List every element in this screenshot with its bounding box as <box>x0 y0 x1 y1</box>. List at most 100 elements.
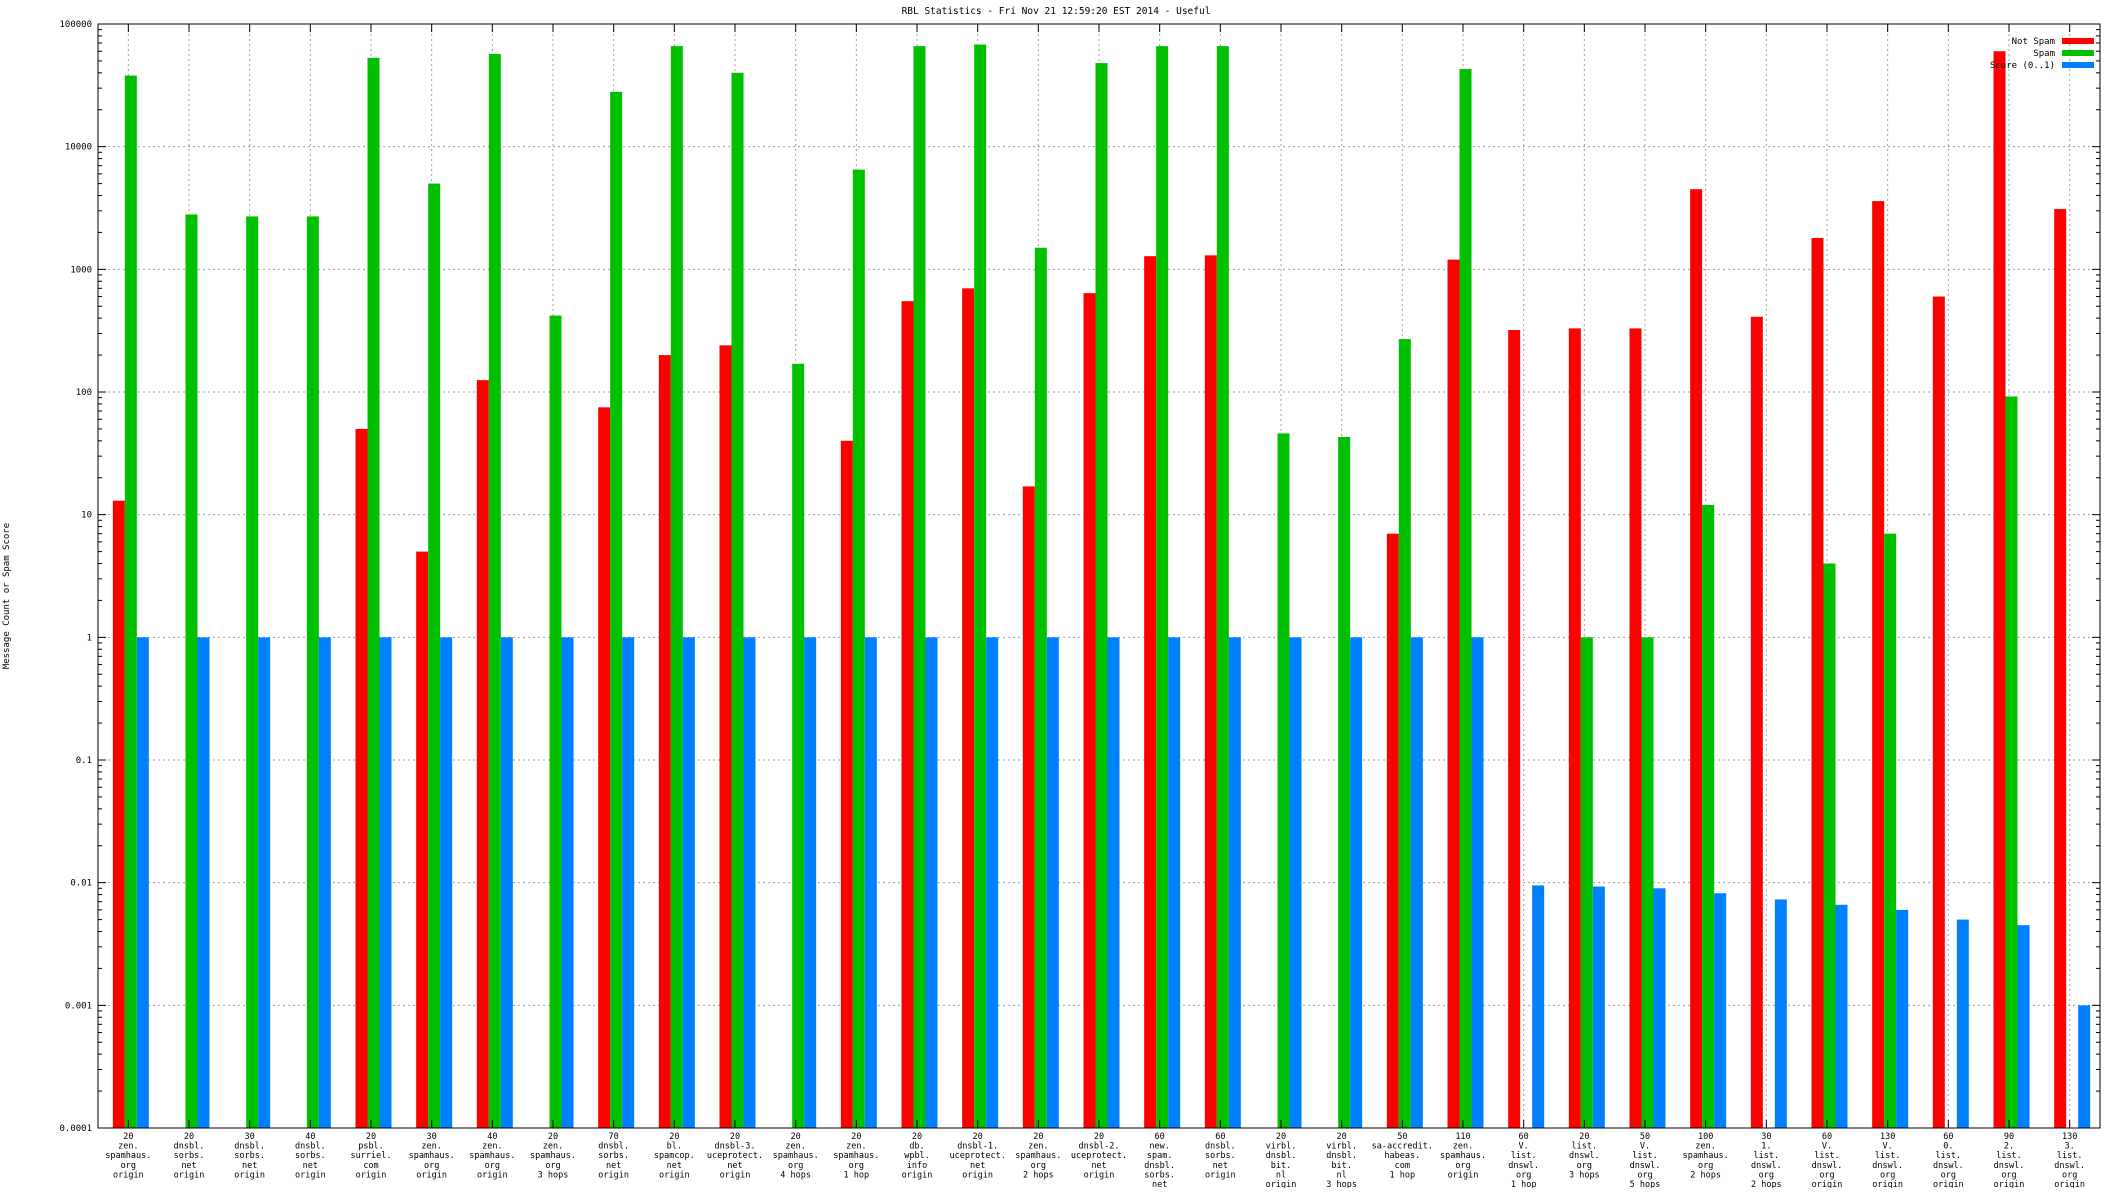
y-tick-label: 0.0001 <box>59 1124 92 1134</box>
bar-spam <box>306 216 319 1128</box>
bar-spam <box>1459 68 1472 1129</box>
x-category-label-line: dnswl. <box>1630 1161 1661 1171</box>
x-category-label: 20 zen. spamhaus. org 4 hops <box>773 1132 819 1180</box>
x-category-label: 20 list. dnswl. org 3 hops <box>1569 1132 1600 1180</box>
bar-not-spam <box>1690 189 1703 1128</box>
x-category-label-line: spamhaus. <box>1440 1151 1486 1161</box>
x-category-label: 30 dnsbl. sorbs. net origin <box>234 1132 265 1180</box>
x-category-label-line: org <box>485 1161 500 1171</box>
x-category-label-line: 1. <box>1761 1142 1771 1152</box>
x-category-label-line: 60 <box>1215 1132 1225 1142</box>
bar-score-0-1 <box>136 637 149 1128</box>
legend-label: Spam <box>2033 49 2055 59</box>
x-category-label-line: bit. <box>1331 1161 1351 1171</box>
bar-spam <box>1216 46 1229 1128</box>
bar-score-0-1 <box>2078 1005 2091 1128</box>
x-category-label-line: origin <box>902 1170 933 1180</box>
x-category-label-line: 0. <box>1943 1142 1953 1152</box>
x-category-label-line: origin <box>477 1170 508 1180</box>
x-category-label-line: 20 <box>973 1132 983 1142</box>
x-category-label-line: net <box>1091 1161 1106 1171</box>
x-category-label-line: zen. <box>482 1142 502 1152</box>
x-category-label-line: 20 <box>791 1132 801 1142</box>
x-category-label-line: V. <box>1883 1142 1893 1152</box>
bar-score-0-1 <box>1896 909 1909 1128</box>
bar-spam <box>1156 46 1169 1128</box>
x-category-label-line: org <box>1941 1170 1956 1180</box>
x-category-label-line: origin <box>1205 1170 1236 1180</box>
x-category-label-line: 3 hops <box>1326 1180 1357 1188</box>
x-category-label-line: list. <box>1511 1151 1537 1161</box>
x-category-label-line: dnsbl. <box>1144 1161 1175 1171</box>
x-category-label-line: db. <box>909 1142 924 1152</box>
x-category-label-line: uceprotect. <box>1071 1151 1127 1161</box>
bar-not-spam <box>1022 486 1035 1128</box>
x-category-label-line: spamhaus. <box>833 1151 879 1161</box>
x-category-label-line: 130 <box>2062 1132 2077 1142</box>
x-category-label: 110 zen. spamhaus. org origin <box>1440 1132 1486 1180</box>
bar-spam <box>852 169 865 1128</box>
bar-not-spam <box>1993 51 2006 1128</box>
bar-score-0-1 <box>1289 637 1302 1128</box>
x-category-label-line: 5 hops <box>1630 1180 1661 1188</box>
bar-score-0-1 <box>318 637 331 1128</box>
bar-spam <box>1641 637 1654 1128</box>
x-category-label-line: 40 <box>305 1132 315 1142</box>
x-category-label-line: 2. <box>2004 1142 2014 1152</box>
x-category-label-line: zen. <box>846 1142 866 1152</box>
y-tick-label: 100 <box>76 388 92 398</box>
x-category-label: 20 dnsbl-2. uceprotect. net origin <box>1071 1132 1127 1180</box>
x-category-label-line: bit. <box>1271 1161 1291 1171</box>
x-category-label: 130 V. list. dnswl. org origin <box>1872 1132 1903 1188</box>
x-category-label-line: net <box>667 1161 682 1171</box>
bar-spam <box>670 46 683 1128</box>
bar-spam <box>1580 637 1593 1128</box>
bar-spam <box>1338 436 1351 1129</box>
bar-spam <box>1398 339 1411 1128</box>
x-category-label-line: 30 <box>245 1132 255 1142</box>
x-category-label: 60 0. list. dnswl. org origin <box>1933 1132 1964 1188</box>
bar-spam <box>913 46 926 1128</box>
bar-spam <box>1702 504 1715 1129</box>
x-category-label-line: nl <box>1337 1170 1347 1180</box>
x-category-label-line: origin <box>295 1170 326 1180</box>
x-category-label-line: net <box>1152 1180 1167 1188</box>
bar-spam <box>488 53 501 1128</box>
x-category-label-line: spamhaus. <box>773 1151 819 1161</box>
bar-not-spam <box>112 500 125 1129</box>
x-category-label-line: spamhaus. <box>1683 1151 1729 1161</box>
x-category-label-line: origin <box>962 1170 993 1180</box>
x-category-label: 130 3. list. dnswl. org origin <box>2054 1132 2085 1188</box>
x-category-label-line: org <box>1637 1170 1652 1180</box>
bar-score-0-1 <box>925 637 938 1128</box>
x-category-label-line: 2 hops <box>1690 1170 1721 1180</box>
x-category-label-line: org <box>545 1161 560 1171</box>
x-category-label-line: 60 <box>1155 1132 1165 1142</box>
x-category-label-line: origin <box>1872 1180 1903 1188</box>
chart-title: RBL Statistics - Fri Nov 21 12:59:20 EST… <box>902 6 1211 17</box>
bar-spam <box>792 363 805 1129</box>
x-category-label-line: 60 <box>1943 1132 1953 1142</box>
y-tick-label: 10 <box>81 511 92 521</box>
x-category-label-line: info <box>907 1161 927 1171</box>
bar-spam <box>367 57 380 1129</box>
x-category-label: 60 V. list. dnswl. org 1 hop <box>1508 1132 1539 1188</box>
x-category-label-line: net <box>1213 1161 1228 1171</box>
x-category-label-line: virbl. <box>1266 1142 1297 1152</box>
bar-not-spam <box>658 355 671 1129</box>
bar-not-spam <box>476 380 489 1128</box>
bar-not-spam <box>416 551 429 1128</box>
x-category-label-line: org <box>424 1161 439 1171</box>
bar-not-spam <box>1508 330 1521 1129</box>
x-category-label-line: V. <box>1519 1142 1529 1152</box>
x-category-label-line: 20 <box>123 1132 133 1142</box>
x-category-label-line: surriel. <box>351 1151 392 1161</box>
x-category-label-line: org <box>1819 1170 1834 1180</box>
x-category-label-line: 20 <box>366 1132 376 1142</box>
x-category-label: 30 zen. spamhaus. org origin <box>409 1132 455 1180</box>
x-category-label-line: uceprotect. <box>707 1151 763 1161</box>
x-category-label: 20 zen. spamhaus. org 2 hops <box>1015 1132 1061 1180</box>
